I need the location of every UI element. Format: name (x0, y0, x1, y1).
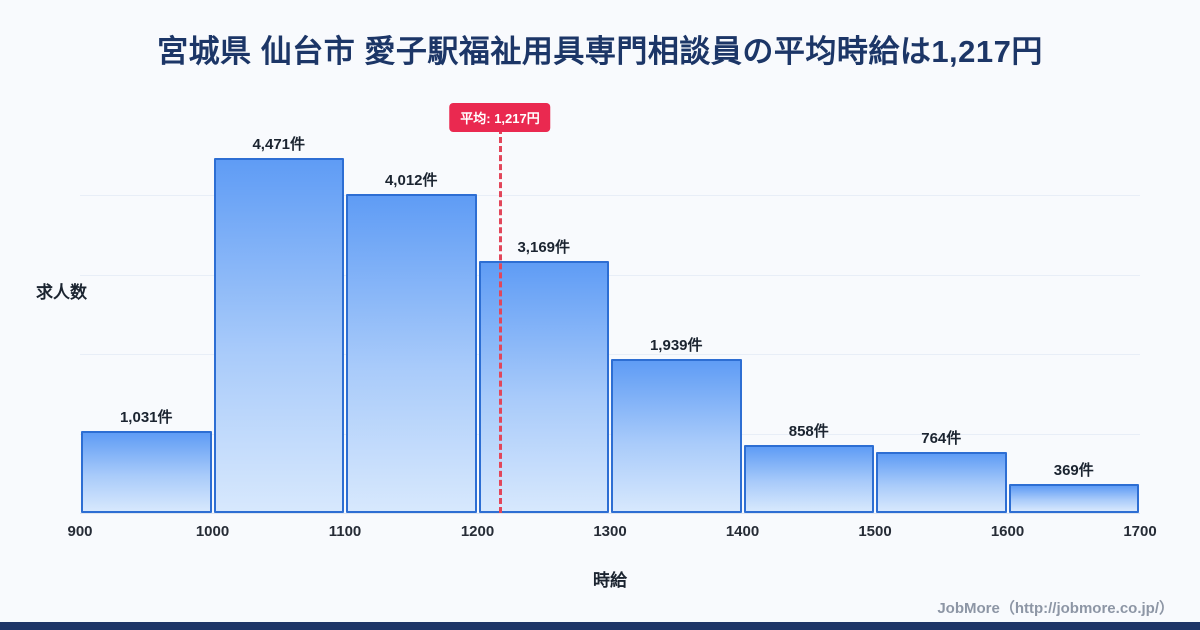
x-tick-label: 1600 (990, 523, 1025, 540)
bar-value-label: 764件 (921, 430, 962, 448)
x-tick-label: 1300 (593, 523, 627, 540)
bar-value-label: 1,939件 (649, 337, 703, 354)
bottom-accent-strip (0, 622, 1200, 630)
x-tick-label: 1000 (195, 523, 230, 540)
bar-value-label: 858件 (788, 422, 829, 440)
gridline (80, 195, 1140, 197)
histogram-bar (213, 158, 344, 513)
bar-value-label: 3,169件 (517, 239, 571, 257)
x-tick-label: 900 (67, 523, 93, 540)
y-axis-label: 求人数 (36, 283, 87, 302)
histogram-bar (743, 444, 874, 513)
average-badge: 平均: 1,217円 (449, 103, 551, 132)
page-title: 宮城県 仙台市 愛子駅福祉用具専門相談員の平均時給は1,217円 (157, 34, 1043, 69)
average-line (498, 128, 502, 513)
bar-value-label: 369件 (1053, 461, 1094, 479)
gridline (80, 354, 1140, 356)
histogram-bar (1008, 483, 1139, 513)
bar-value-label: 4,471件 (252, 136, 306, 153)
x-tick-label: 1200 (460, 523, 495, 540)
x-axis-label: 時給 (593, 571, 627, 590)
histogram-bar (81, 431, 212, 513)
bar-value-label: 1,031件 (119, 409, 173, 427)
gridline (80, 274, 1140, 276)
histogram-bar (611, 359, 742, 513)
gridline (80, 433, 1140, 435)
histogram-bar (346, 194, 477, 513)
x-tick-label: 1500 (858, 523, 892, 540)
x-tick-label: 1400 (725, 523, 760, 540)
x-tick-label: 1100 (328, 523, 362, 540)
bar-value-label: 4,012件 (384, 172, 438, 190)
histogram-bar (876, 452, 1007, 513)
x-axis-line (80, 513, 1140, 514)
footer-credit: JobMore（http://jobmore.co.jp/） (937, 600, 1174, 617)
x-tick-label: 1700 (1123, 523, 1157, 540)
